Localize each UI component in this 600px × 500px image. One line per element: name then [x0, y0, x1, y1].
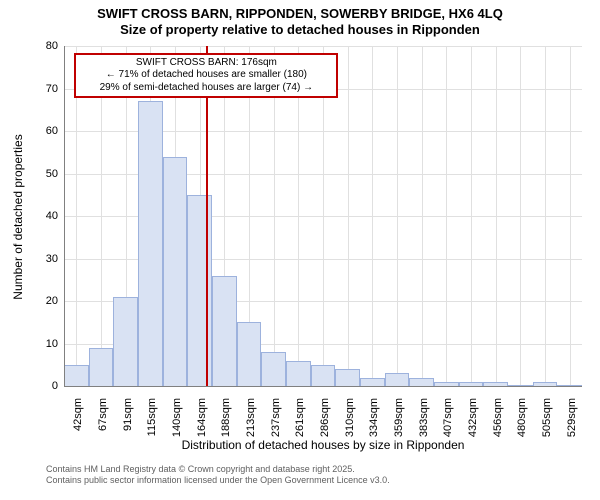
gridline-v: [372, 46, 373, 386]
gridline-v: [545, 46, 546, 386]
histogram-bar: [311, 365, 336, 386]
y-axis-line: [64, 46, 65, 386]
xtick-label: 407sqm: [442, 398, 454, 442]
xtick-label: 456sqm: [492, 398, 504, 442]
gridline-v: [397, 46, 398, 386]
xtick-label: 140sqm: [171, 398, 183, 442]
histogram-bar: [385, 373, 410, 386]
gridline-v: [520, 46, 521, 386]
anno-line-2: ← 71% of detached houses are smaller (18…: [80, 69, 332, 82]
ytick-label: 60: [34, 125, 58, 137]
y-axis-label: Number of detached properties: [11, 127, 25, 307]
xtick-label: 261sqm: [294, 398, 306, 442]
xtick-label: 334sqm: [368, 398, 380, 442]
xtick-label: 286sqm: [319, 398, 331, 442]
xtick-label: 359sqm: [393, 398, 405, 442]
plot-area: 0102030405060708042sqm67sqm91sqm115sqm14…: [64, 46, 582, 386]
xtick-label: 383sqm: [418, 398, 430, 442]
ytick-label: 20: [34, 295, 58, 307]
histogram-bar: [138, 101, 163, 386]
gridline-v: [348, 46, 349, 386]
xtick-label: 91sqm: [122, 398, 134, 442]
ytick-label: 30: [34, 253, 58, 265]
ytick-label: 50: [34, 168, 58, 180]
gridline-v: [422, 46, 423, 386]
xtick-label: 67sqm: [97, 398, 109, 442]
chart-container: SWIFT CROSS BARN, RIPPONDEN, SOWERBY BRI…: [0, 0, 600, 500]
title-block: SWIFT CROSS BARN, RIPPONDEN, SOWERBY BRI…: [0, 0, 600, 39]
gridline-v: [446, 46, 447, 386]
x-axis-line: [64, 386, 582, 387]
xtick-label: 42sqm: [72, 398, 84, 442]
histogram-bar: [409, 378, 434, 387]
attribution: Contains HM Land Registry data © Crown c…: [46, 464, 390, 487]
title-line-2: Size of property relative to detached ho…: [0, 22, 600, 38]
histogram-bar: [261, 352, 286, 386]
attribution-line-2: Contains public sector information licen…: [46, 475, 390, 486]
histogram-bar: [212, 276, 237, 387]
histogram-bar: [89, 348, 114, 386]
histogram-bar: [360, 378, 385, 387]
ytick-label: 0: [34, 380, 58, 392]
histogram-bar: [237, 322, 262, 386]
annotation-box: SWIFT CROSS BARN: 176sqm← 71% of detache…: [74, 53, 338, 99]
x-axis-label: Distribution of detached houses by size …: [64, 438, 582, 452]
gridline-v: [471, 46, 472, 386]
xtick-label: 164sqm: [196, 398, 208, 442]
xtick-label: 432sqm: [467, 398, 479, 442]
xtick-label: 505sqm: [541, 398, 553, 442]
ytick-label: 10: [34, 338, 58, 350]
ytick-label: 70: [34, 83, 58, 95]
xtick-label: 237sqm: [270, 398, 282, 442]
histogram-bar: [64, 365, 89, 386]
anno-line-3: 29% of semi-detached houses are larger (…: [80, 82, 332, 95]
xtick-label: 310sqm: [344, 398, 356, 442]
ytick-label: 80: [34, 40, 58, 52]
gridline-v: [496, 46, 497, 386]
histogram-bar: [335, 369, 360, 386]
xtick-label: 213sqm: [245, 398, 257, 442]
histogram-bar: [113, 297, 138, 386]
xtick-label: 529sqm: [566, 398, 578, 442]
ytick-label: 40: [34, 210, 58, 222]
title-line-1: SWIFT CROSS BARN, RIPPONDEN, SOWERBY BRI…: [0, 6, 600, 22]
gridline-v: [570, 46, 571, 386]
histogram-bar: [286, 361, 311, 387]
xtick-label: 188sqm: [220, 398, 232, 442]
xtick-label: 480sqm: [516, 398, 528, 442]
attribution-line-1: Contains HM Land Registry data © Crown c…: [46, 464, 390, 475]
xtick-label: 115sqm: [146, 398, 158, 442]
anno-line-1: SWIFT CROSS BARN: 176sqm: [80, 57, 332, 70]
histogram-bar: [163, 157, 188, 387]
